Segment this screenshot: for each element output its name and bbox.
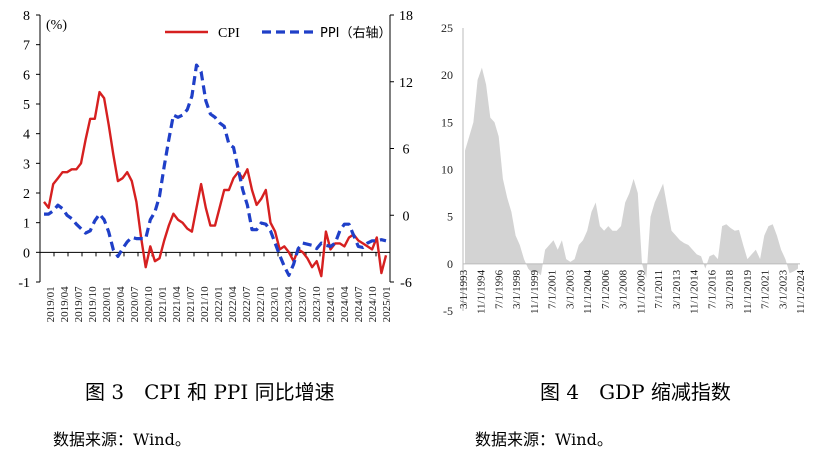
x-tick-label: 3/1/2023 — [777, 269, 789, 309]
cpi-line — [43, 90, 388, 278]
legend-ppi-label: PPI（右轴） — [320, 26, 392, 41]
x-tick-label: 7/1/2001 — [547, 270, 559, 309]
x-tick-label: 2023/04 — [283, 286, 295, 323]
x-tick-label: 3/1/2003 — [564, 269, 576, 309]
x-tick-label: 2024/10 — [367, 286, 379, 323]
left-tick-label: 7 — [23, 39, 30, 54]
x-tick-label: 2019/07 — [73, 286, 85, 323]
x-tick-label: 2024/01 — [325, 286, 337, 322]
x-tick-label: 2022/04 — [227, 286, 239, 323]
x-tick-label: 2024/07 — [353, 286, 365, 323]
x-tick-label: 11/1/2014 — [689, 269, 701, 314]
x-tick-label: 11/1/2004 — [582, 269, 594, 314]
x-tick-label: 2021/01 — [157, 286, 169, 322]
x-tick-label: 7/1/2011 — [653, 270, 665, 309]
ppi-line — [44, 63, 387, 277]
x-tick-label: 2020/04 — [115, 286, 127, 323]
x-tick-label: 7/1/1996 — [493, 269, 505, 309]
figure-4-caption: 图 4 GDP 缩减指数 — [540, 380, 731, 404]
x-tick-label: 2022/10 — [255, 286, 267, 323]
right-tick-label: 18 — [399, 9, 413, 24]
x-tick-label: 2023/01 — [269, 286, 281, 322]
left-tick-label: 6 — [23, 68, 30, 83]
x-tick-label: 11/1/1999 — [529, 269, 541, 314]
left-tick-label: -1 — [18, 276, 30, 291]
figure-4-source: 数据来源：Wind。 — [475, 430, 613, 449]
left-tick-label: 0 — [23, 246, 30, 261]
x-tick-label: 2023/07 — [297, 286, 309, 323]
x-tick-label: 11/1/2019 — [742, 269, 754, 314]
x-tick-label: 11/1/2009 — [635, 269, 647, 314]
right-tick-label: 0 — [403, 209, 410, 224]
x-tick-label: 2022/07 — [241, 286, 253, 323]
left-tick-label: 2 — [23, 187, 30, 202]
x-tick-label: 2019/04 — [59, 286, 71, 323]
x-tick-label: 2023/10 — [311, 286, 323, 323]
x-tick-label: 11/1/2024 — [795, 269, 807, 314]
y-tick-label: 15 — [441, 115, 453, 129]
y-tick-label: 0 — [447, 257, 453, 271]
x-tick-label: 7/1/2021 — [760, 270, 772, 309]
right-tick-label: -6 — [400, 276, 412, 291]
x-tick-label: 2020/07 — [129, 286, 141, 323]
x-tick-label: 2019/10 — [87, 286, 99, 323]
figure-3-caption: 图 3 CPI 和 PPI 同比增速 — [85, 380, 335, 404]
x-tick-label: 3/1/1993 — [458, 269, 470, 309]
x-tick-label: 2021/04 — [171, 286, 183, 323]
x-tick-label: 7/1/2016 — [706, 269, 718, 309]
x-tick-label: 3/1/1998 — [511, 269, 523, 309]
y-tick-label: 10 — [441, 163, 453, 177]
gdp-deflator-area — [465, 67, 798, 278]
x-tick-label: 2025/01 — [381, 286, 393, 322]
x-tick-label: 2020/10 — [143, 286, 155, 323]
x-tick-label: 3/1/2018 — [724, 269, 736, 309]
gdp-deflator-area-chart: -5 0 5 10 15 20 25 3/1/1993 11/1/1994 7/1/1996 3/1… — [441, 21, 807, 318]
figure-3-source: 数据来源：Wind。 — [53, 430, 191, 449]
right-tick-label: 6 — [403, 143, 410, 158]
legend-cpi-label: CPI — [218, 26, 240, 41]
y-tick-label: 5 — [447, 210, 453, 224]
left-tick-label: 1 — [23, 217, 30, 232]
x-tick-label: 2022/01 — [213, 286, 225, 322]
y-unit-label: (%) — [46, 18, 67, 33]
x-tick-label: 7/1/2006 — [600, 269, 612, 309]
x-tick-label: 2024/04 — [339, 286, 351, 323]
left-tick-label: 4 — [23, 128, 30, 143]
x-tick-label: 2020/01 — [101, 286, 113, 322]
right-tick-label: 12 — [399, 76, 413, 91]
x-tick-label: 2021/10 — [199, 286, 211, 323]
left-tick-label: 8 — [23, 9, 30, 24]
y-tick-label: 25 — [441, 21, 453, 35]
x-tick-label: 3/1/2013 — [671, 269, 683, 309]
left-tick-label: 3 — [23, 157, 30, 172]
y-tick-label: -5 — [443, 304, 453, 318]
x-tick-label: 2019/01 — [45, 286, 57, 322]
y-tick-label: 20 — [441, 68, 453, 82]
x-tick-label: 11/1/1994 — [476, 269, 488, 314]
x-tick-label: 2021/07 — [185, 286, 197, 323]
x-tick-label: 3/1/2008 — [618, 269, 630, 309]
left-tick-label: 5 — [23, 98, 30, 113]
